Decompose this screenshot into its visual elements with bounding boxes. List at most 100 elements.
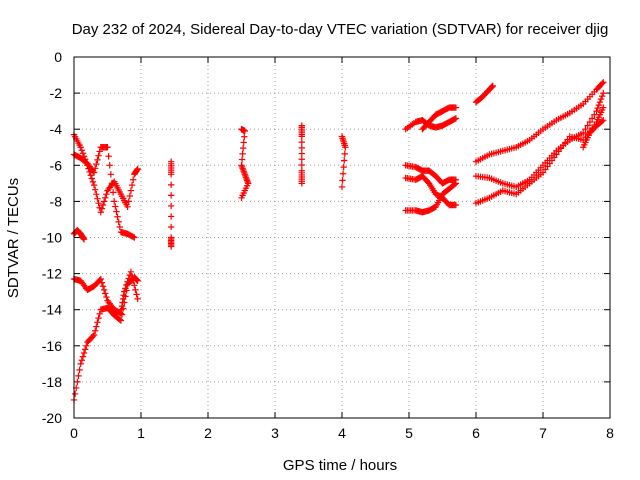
series-track-e [70,227,88,243]
data-point [95,200,102,207]
data-point [339,170,347,177]
data-point [116,223,123,231]
data-point [83,342,90,349]
data-point [127,268,135,275]
data-point [298,150,305,157]
data-point [122,285,129,292]
data-point [339,177,346,184]
data-point [298,180,305,187]
data-point [96,310,103,318]
data-point [298,133,305,140]
data-point [117,317,125,324]
data-point [115,218,122,226]
data-point [600,79,607,86]
y-tick-label: -12 [42,266,62,282]
data-point [93,323,100,330]
series-track-i [338,133,349,191]
data-point [298,138,305,146]
y-tick-label: -16 [42,338,62,354]
x-tick-label: 0 [70,425,78,441]
series-track-h [298,122,305,187]
data-point [106,162,113,169]
data-point [88,175,96,182]
data-point [123,281,130,289]
data-point [597,95,605,103]
grid-layer [74,57,610,418]
data-point [95,314,102,322]
data-point [76,366,83,374]
data-point [99,201,107,209]
data-point [238,156,246,163]
series-track-f [167,158,175,250]
data-point [452,104,460,111]
data-point [598,117,606,125]
series-track-r [472,104,607,207]
data-point [128,273,136,280]
data-point [131,234,138,241]
data-point [97,209,104,216]
data-point [167,202,175,210]
data-point [132,286,139,294]
data-point [87,172,94,179]
data-point [451,115,458,123]
y-tick-label: -2 [50,85,63,101]
data-point [129,277,137,285]
data-point [239,150,246,158]
data-point [107,171,115,178]
data-point [80,236,88,243]
y-tick-label: -20 [42,410,62,426]
data-point [489,82,496,90]
data-point [109,189,117,196]
data-point [103,293,110,301]
data-point [582,126,589,133]
data-point [98,205,106,212]
data-point [89,332,97,340]
data-point [167,192,175,199]
data-points [70,79,607,404]
series-track-d [70,144,138,241]
data-point [124,203,131,211]
data-point [167,181,175,189]
data-point [452,201,460,209]
data-point [167,213,175,220]
data-point [116,316,123,323]
data-point [79,353,87,360]
series-track-g [238,126,252,201]
series-track-s [580,116,607,151]
data-point [78,357,86,364]
data-point [102,194,109,201]
data-point [586,118,594,126]
data-point [167,223,175,231]
data-point [596,98,604,106]
data-point [298,156,305,163]
data-point [100,286,108,294]
data-point [600,104,607,111]
data-point [451,181,458,188]
data-point [78,147,86,154]
data-point [241,133,248,140]
data-point [580,129,587,137]
x-tick-label: 7 [539,425,547,441]
y-tick-label: -6 [50,157,63,173]
data-point [134,165,141,173]
data-point [77,144,84,151]
data-point [93,190,100,198]
data-point [98,279,106,286]
x-tick-label: 6 [472,425,480,441]
data-point [94,319,101,326]
data-point [598,92,606,100]
data-point [108,180,116,187]
data-point [598,80,606,87]
data-point [74,378,81,386]
data-point [588,115,596,122]
data-point [129,176,137,183]
data-point [112,203,119,210]
data-point [593,107,600,115]
data-point [595,101,603,109]
data-point [594,104,601,112]
data-point [89,178,97,186]
series-track-k [419,104,460,133]
series-track-l [402,162,460,187]
series-track-p [472,79,607,165]
